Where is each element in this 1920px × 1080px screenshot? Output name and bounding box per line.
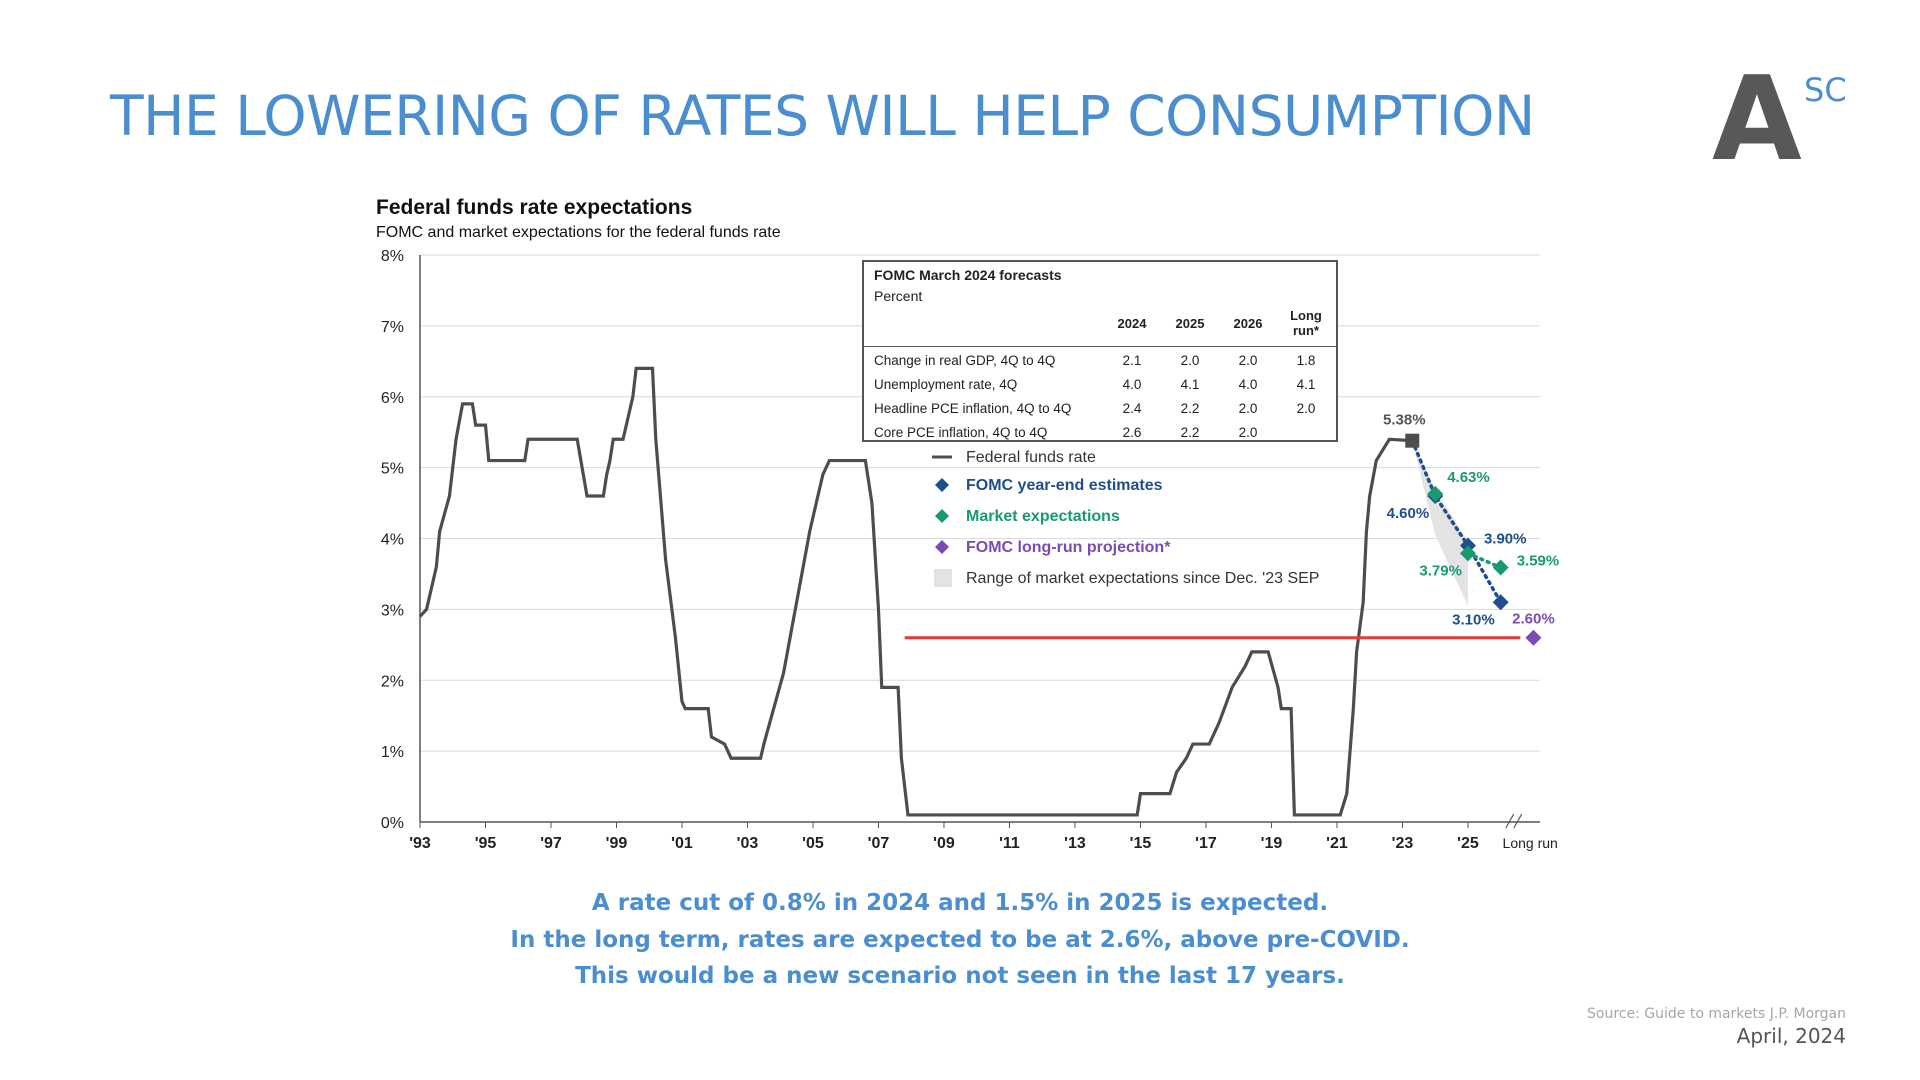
x-tick-label: '11: [999, 835, 1020, 852]
fomc-projection-path: [1410, 438, 1503, 605]
y-tick-label: 8%: [381, 248, 404, 265]
legend-item-market-expectations: Market expectations: [966, 508, 1120, 525]
market-range-band: [1412, 440, 1468, 606]
legend-marker-diamond: [935, 478, 949, 492]
y-tick-label: 3%: [381, 602, 404, 619]
forecast-row: Headline PCE inflation, 4Q to 4Q 2.4 2.2 2.…: [864, 398, 1336, 422]
y-tick-label: 2%: [381, 673, 404, 690]
x-tick-label: '93: [409, 835, 431, 852]
logo-superscript: SC: [1804, 71, 1847, 109]
x-tick-label: '97: [540, 835, 562, 852]
logo-letter-a: A: [1712, 52, 1802, 187]
fomc-forecast-table: FOMC March 2024 forecasts Percent 2024 20…: [862, 260, 1338, 442]
legend-marker-square: [934, 569, 952, 587]
x-tick-label: '19: [1261, 835, 1283, 852]
forecast-col-header: 2025: [1175, 316, 1205, 331]
data-label-market: 3.59%: [1517, 553, 1560, 570]
legend-marker-diamond: [935, 540, 949, 554]
x-tick-label: '23: [1392, 835, 1414, 852]
forecast-row-label: Unemployment rate, 4Q: [874, 377, 1018, 392]
endpoint-marker: [1405, 433, 1420, 448]
data-label-fomc: 3.10%: [1452, 611, 1495, 628]
forecast-col-header: 2026: [1233, 316, 1263, 331]
forecast-cell: 2.0: [1238, 353, 1258, 368]
x-tick-label: '01: [671, 835, 693, 852]
forecast-cell: 2.2: [1180, 425, 1200, 440]
forecast-cell: 2.4: [1122, 401, 1142, 416]
data-label-fomc: 4.60%: [1387, 505, 1430, 522]
x-tick-label: '05: [802, 835, 824, 852]
y-tick-label: 7%: [381, 319, 404, 336]
x-tick-label: '03: [737, 835, 759, 852]
y-tick-label: 0%: [381, 815, 404, 832]
y-tick-label: 4%: [381, 532, 404, 549]
forecast-row: Unemployment rate, 4Q 4.0 4.1 4.0 4.1: [864, 374, 1336, 398]
forecast-cell: 2.2: [1180, 401, 1200, 416]
x-tick-label: '99: [606, 835, 628, 852]
forecast-row: Core PCE inflation, 4Q to 4Q 2.6 2.2 2.0: [864, 422, 1336, 446]
y-tick-label: 1%: [381, 744, 404, 761]
axis-break-mark: [1505, 813, 1515, 829]
forecast-cell: 4.0: [1122, 377, 1142, 392]
x-tick-label: '95: [475, 835, 497, 852]
legend-item-fomc-year-end-estimates: FOMC year-end estimates: [966, 477, 1163, 494]
x-tick-label: '15: [1130, 835, 1152, 852]
fed-funds-chart: Federal funds rate expectations FOMC and …: [376, 196, 1560, 852]
forecast-cell: 2.0: [1238, 401, 1258, 416]
x-tick-label: '09: [933, 835, 955, 852]
forecast-table-subtitle: Percent: [874, 288, 923, 304]
chart-subtitle: FOMC and market expectations for the fed…: [376, 224, 781, 241]
legend-item-federal-funds-rate: Federal funds rate: [966, 449, 1096, 466]
caption-line-2: In the long term, rates are expected to …: [510, 927, 1410, 953]
forecast-col-header: 2024: [1117, 316, 1147, 331]
y-tick-label: 6%: [381, 390, 404, 407]
endpoint-label: 5.38%: [1383, 412, 1426, 429]
forecast-row-label: Headline PCE inflation, 4Q to 4Q: [874, 401, 1072, 416]
legend-item-range-of-market-expectations-since-dec-23-sep: Range of market expectations since Dec. …: [966, 570, 1319, 587]
data-label-long_run: 2.60%: [1512, 611, 1555, 628]
x-tick-label: '13: [1064, 835, 1086, 852]
chart-title: Federal funds rate expectations: [376, 196, 692, 219]
forecast-cell: 4.0: [1238, 377, 1258, 392]
x-tick-label: Long run: [1503, 835, 1558, 851]
forecast-cell: 2.1: [1122, 353, 1142, 368]
forecast-cell: 4.1: [1296, 377, 1316, 392]
x-tick-label: '21: [1326, 835, 1348, 852]
forecast-row-label: Core PCE inflation, 4Q to 4Q: [874, 425, 1048, 440]
legend-marker-diamond: [935, 509, 949, 523]
asc-logo: A SC: [1712, 62, 1847, 178]
forecast-cell: 2.0: [1180, 353, 1200, 368]
source-note: Source: Guide to markets J.P. Morgan: [1587, 1006, 1846, 1022]
data-label-fomc: 3.90%: [1484, 531, 1527, 548]
caption-line-3: This would be a new scenario not seen in…: [575, 963, 1345, 989]
data-label-market: 3.79%: [1419, 562, 1462, 579]
axis-break-mark: [1513, 813, 1523, 829]
fomc-estimate-point: [1492, 594, 1509, 611]
forecast-cell: 4.1: [1180, 377, 1200, 392]
y-tick-label: 5%: [381, 461, 404, 478]
slide-title: THE LOWERING OF RATES WILL HELP CONSUMPT…: [110, 84, 1535, 148]
caption-line-1: A rate cut of 0.8% in 2024 and 1.5% in 2…: [591, 890, 1329, 916]
market-expectation-point: [1459, 545, 1476, 562]
x-tick-label: '07: [868, 835, 890, 852]
forecast-cell: 1.8: [1296, 353, 1316, 368]
market-expectation-point: [1427, 485, 1444, 502]
forecast-cell: 2.0: [1296, 401, 1316, 416]
x-tick-label: '25: [1457, 835, 1479, 852]
forecast-cell: 2.0: [1238, 425, 1258, 440]
forecast-row-label: Change in real GDP, 4Q to 4Q: [874, 353, 1056, 368]
forecast-table-rule: [864, 346, 1336, 347]
forecast-cell: 2.6: [1122, 425, 1142, 440]
legend-item-fomc-long-run-projection: FOMC long-run projection*: [966, 539, 1171, 556]
long-run-projection-point: [1525, 629, 1542, 646]
forecast-row: Change in real GDP, 4Q to 4Q 2.1 2.0 2.0 1.8: [864, 350, 1336, 374]
market-expectation-point: [1492, 559, 1509, 576]
forecast-col-header: Long run*: [1290, 308, 1322, 338]
date-label: April, 2024: [1736, 1024, 1846, 1048]
fed-funds-line: [418, 366, 1413, 817]
data-label-market: 4.63%: [1447, 469, 1490, 486]
forecast-table-title: FOMC March 2024 forecasts: [874, 267, 1062, 283]
x-tick-label: '17: [1195, 835, 1217, 852]
